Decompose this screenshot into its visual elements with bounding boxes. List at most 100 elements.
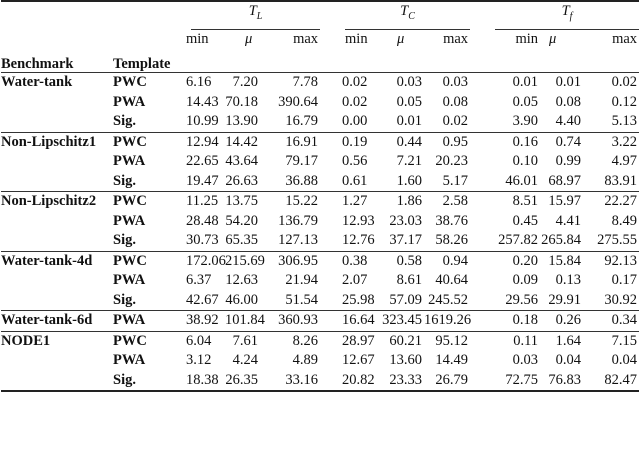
value-cell: 323.45 — [370, 310, 425, 332]
benchmark-name: NODE1 — [1, 330, 113, 352]
value-cell: 16.91 — [260, 131, 321, 153]
value-cell: 265.84 — [541, 232, 582, 249]
value-cell: 0.02 — [320, 72, 371, 93]
benchmark-name — [1, 212, 113, 232]
value-cell: 8.49 — [611, 212, 638, 229]
stat-mu: μ — [397, 31, 405, 48]
value-cell: 5.17 — [442, 172, 469, 189]
value-cell: 42.67 — [186, 291, 219, 308]
value-cell: 20.23 — [435, 153, 469, 170]
benchmark-name: Non-Lipschitz1 — [1, 131, 113, 153]
value-cell: 3.90 — [512, 113, 539, 130]
value-cell: 95.12 — [424, 330, 471, 352]
value-cell: 30.73 — [186, 232, 219, 249]
table-row: Sig. 30.73 65.35 127.13 12.76 37.17 58.26 257.8… — [1, 231, 639, 251]
group-header-row: TL TC Tf — [1, 0, 640, 31]
value-cell: 1619.26 — [424, 310, 471, 332]
benchmark-name: Water-tank-6d — [1, 310, 113, 332]
value-cell: 14.49 — [435, 352, 469, 369]
value-cell: 0.20 — [470, 250, 541, 272]
template-name: PWA — [113, 153, 146, 170]
value-cell: 360.93 — [260, 310, 321, 332]
value-cell: 0.03 — [370, 72, 425, 93]
value-cell: 28.48 — [186, 212, 219, 229]
value-cell: 3.22 — [583, 131, 640, 153]
value-cell: 0.38 — [320, 250, 371, 272]
value-cell: 10.99 — [186, 113, 219, 130]
value-cell: 0.26 — [540, 310, 584, 332]
results-table: TL TC Tf min μ max min μ max min μ max B… — [1, 0, 640, 392]
value-cell: 0.03 — [424, 72, 471, 93]
value-cell: 0.11 — [470, 330, 541, 352]
benchmark-name: Non-Lipschitz2 — [1, 191, 113, 212]
template-name: Sig. — [113, 172, 136, 189]
table-row: PWA 22.65 43.64 79.17 0.56 7.21 20.23 0.10 0.99 4… — [1, 152, 639, 172]
value-cell: 43.64 — [225, 153, 258, 170]
value-cell: 16.64 — [320, 310, 375, 332]
stat-max: max — [443, 31, 469, 48]
value-cell: 12.63 — [225, 272, 258, 289]
value-cell: 28.97 — [320, 330, 375, 352]
value-cell: 21.94 — [285, 272, 319, 289]
value-cell: 0.05 — [396, 93, 423, 110]
table-row: Sig. 10.99 13.90 16.79 0.00 0.01 0.02 3.90 4.40 5… — [1, 112, 639, 132]
value-cell: 0.01 — [540, 72, 584, 93]
benchmark-name — [1, 152, 113, 172]
value-cell: 0.00 — [342, 113, 368, 130]
stat-header-row: min μ max min μ max min μ max — [1, 30, 639, 54]
value-cell: 172.06 — [183, 250, 226, 272]
value-cell: 70.18 — [225, 93, 258, 110]
value-cell: 25.98 — [342, 291, 375, 308]
benchmark-name: Water-tank-4d — [1, 250, 113, 272]
value-cell: 0.12 — [611, 93, 638, 110]
value-cell: 46.01 — [505, 172, 539, 189]
value-cell: 7.20 — [225, 72, 260, 93]
value-cell: 26.35 — [225, 371, 258, 388]
table-row: Water-tank-4d PWC 172.06 215.69 306.95 0.38 0.… — [1, 250, 640, 272]
value-cell: 4.97 — [611, 153, 638, 170]
value-cell: 13.75 — [225, 191, 260, 212]
template-header: Template — [113, 56, 171, 73]
value-cell: 0.45 — [512, 212, 539, 229]
benchmark-name — [1, 112, 113, 132]
value-cell: 38.76 — [435, 212, 469, 229]
value-cell: 1.27 — [320, 191, 371, 212]
value-cell: 54.20 — [225, 212, 258, 229]
value-cell: 1.86 — [370, 191, 425, 212]
value-cell: 37.17 — [389, 232, 423, 249]
value-cell: 0.99 — [555, 153, 582, 170]
value-cell: 19.47 — [186, 172, 219, 189]
table-row: Non-Lipschitz1 PWC 12.94 14.42 16.91 0.19 0.44… — [1, 131, 640, 153]
value-cell: 0.95 — [424, 131, 471, 153]
value-cell: 3.12 — [186, 352, 212, 369]
value-cell: 23.03 — [389, 212, 423, 229]
stat-max: max — [612, 31, 638, 48]
template-name: Sig. — [113, 371, 136, 388]
value-cell: 30.92 — [604, 291, 638, 308]
template-name: PWC — [113, 131, 183, 153]
value-cell: 1.60 — [396, 172, 423, 189]
stat-mu: μ — [245, 31, 253, 48]
value-cell: 33.16 — [285, 371, 319, 388]
value-cell: 257.82 — [498, 232, 539, 249]
value-cell: 0.02 — [442, 113, 469, 130]
value-cell: 82.47 — [604, 371, 638, 388]
value-cell: 136.79 — [278, 212, 319, 229]
value-cell: 0.08 — [442, 93, 469, 110]
value-cell: 12.76 — [342, 232, 375, 249]
value-cell: 0.16 — [470, 131, 541, 153]
value-cell: 26.79 — [435, 371, 469, 388]
value-cell: 1.64 — [540, 330, 584, 352]
benchmark-header: Benchmark — [1, 56, 74, 73]
value-cell: 4.24 — [232, 352, 258, 369]
value-cell: 0.02 — [342, 93, 368, 110]
value-cell: 76.83 — [548, 371, 582, 388]
value-cell: 26.63 — [225, 172, 258, 189]
value-cell: 6.04 — [183, 330, 225, 352]
value-cell: 306.95 — [260, 250, 321, 272]
value-cell: 57.09 — [389, 291, 423, 308]
value-cell: 29.56 — [505, 291, 539, 308]
value-cell: 6.16 — [183, 72, 225, 93]
value-cell: 22.27 — [583, 191, 640, 212]
value-cell: 13.90 — [225, 113, 258, 130]
